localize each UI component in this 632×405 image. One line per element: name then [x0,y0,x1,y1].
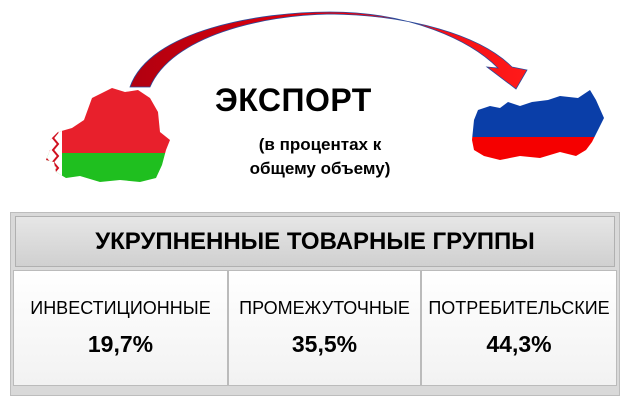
group-value: 44,3% [486,331,552,357]
group-label: ПОТРЕБИТЕЛЬСКИЕ [428,298,610,318]
belarus-map-flag [46,88,170,182]
group-label: ИНВЕСТИЦИОННЫЕ [30,298,211,318]
subtitle-line: (в процентах к [258,135,382,154]
russia-map-flag [472,90,604,160]
group-cell-intermediate: ПРОМЕЖУТОЧНЫЕ 35,5% [228,270,421,386]
export-arrow [129,11,528,90]
page-title: ЭКСПОРТ [215,82,372,118]
export-graphics [46,11,604,182]
subtitle: (в процентах к общему объему) [220,133,420,181]
product-groups-table: УКРУПНЕННЫЕ ТОВАРНЫЕ ГРУППЫ ИНВЕСТИЦИОНН… [10,212,620,396]
group-value: 35,5% [291,331,358,357]
table-header: УКРУПНЕННЫЕ ТОВАРНЫЕ ГРУППЫ [15,216,615,267]
group-cell-investment: ИНВЕСТИЦИОННЫЕ 19,7% [13,270,228,386]
group-label: ПРОМЕЖУТОЧНЫЕ [239,298,410,318]
group-cell-consumer: ПОТРЕБИТЕЛЬСКИЕ 44,3% [421,270,617,386]
subtitle-line: общему объему) [249,159,391,178]
group-value: 19,7% [87,331,154,357]
